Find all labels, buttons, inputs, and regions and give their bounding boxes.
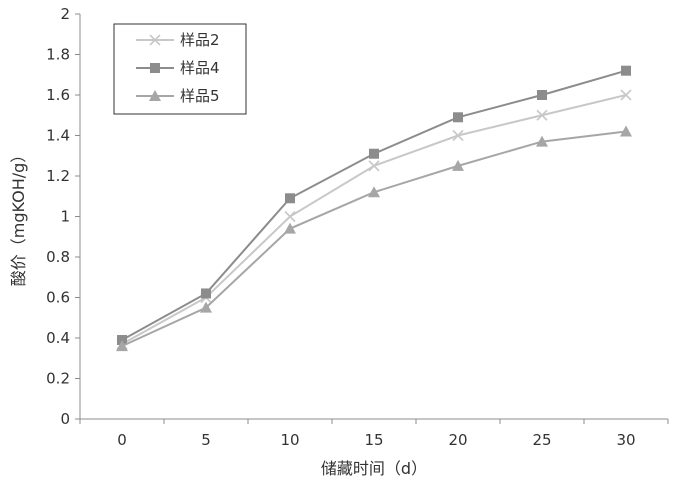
legend-marker: [150, 63, 160, 73]
x-tick-label: 0: [117, 431, 127, 449]
legend: 样品2 样品4 样品5: [114, 24, 246, 114]
y-tick-label: 1.2: [46, 167, 70, 185]
y-tick-label: 1: [60, 208, 70, 226]
x-tick-label: 25: [532, 431, 551, 449]
legend-label: 样品2: [180, 31, 220, 49]
data-point: [621, 66, 631, 76]
y-tick-label: 1.8: [46, 46, 70, 64]
y-axis-title: 酸价（mgKOH/g）: [9, 147, 28, 287]
y-tick-label: 0.8: [46, 248, 70, 266]
series-3: [116, 125, 632, 351]
legend-label: 样品5: [180, 87, 220, 105]
y-tick-label: 1.6: [46, 86, 70, 104]
legend-label: 样品4: [180, 59, 220, 77]
y-tick-label: 0.4: [46, 329, 70, 347]
series-line: [122, 131, 626, 346]
x-tick-label: 10: [280, 431, 299, 449]
y-tick-label: 1.4: [46, 127, 70, 145]
x-tick-label: 15: [364, 431, 383, 449]
x-tick-label: 5: [201, 431, 211, 449]
x-axis-title: 储藏时间（d）: [321, 459, 427, 478]
y-tick-label: 0: [60, 410, 70, 428]
data-point: [201, 288, 211, 298]
data-point: [369, 149, 379, 159]
data-point: [285, 193, 295, 203]
y-tick-label: 2: [60, 5, 70, 23]
y-tick-label: 0.2: [46, 370, 70, 388]
data-point: [284, 223, 296, 234]
data-point: [285, 212, 295, 222]
x-tick-label: 30: [616, 431, 635, 449]
data-point: [453, 112, 463, 122]
data-point: [537, 90, 547, 100]
series-1: [117, 90, 631, 349]
series-line: [122, 95, 626, 344]
data-point: [369, 161, 379, 171]
x-tick-label: 20: [448, 431, 467, 449]
y-tick-label: 0.6: [46, 289, 70, 307]
